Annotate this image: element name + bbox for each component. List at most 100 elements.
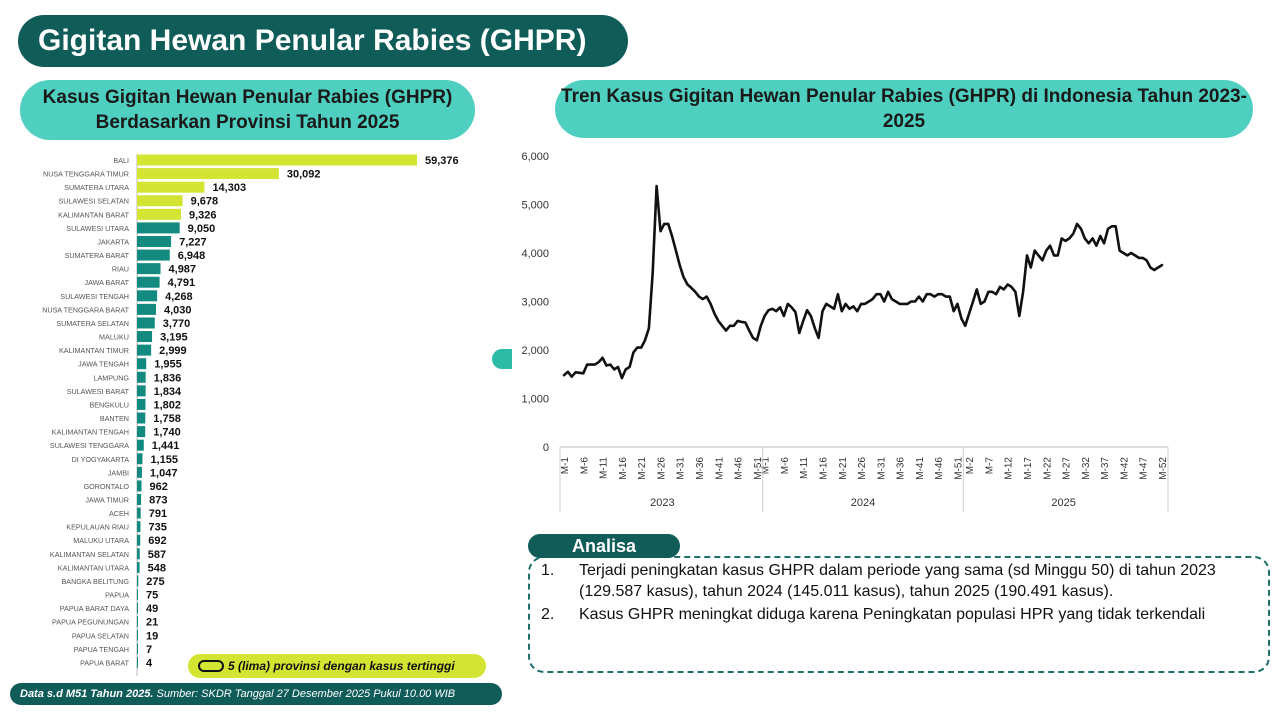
source-note: Data s.d M51 Tahun 2025. Sumber: SKDR Ta… [10, 683, 502, 705]
bar [137, 602, 138, 614]
bar [137, 344, 152, 356]
bar-value-label: 6,948 [178, 250, 206, 262]
bar-value-label: 21 [146, 617, 158, 629]
bar-category-label: PAPUA PEGUNUNGAN [52, 618, 129, 627]
x-tick-label: M-37 [1100, 457, 1111, 480]
bar-value-label: 9,326 [189, 209, 217, 221]
trend-series-line [562, 184, 1164, 380]
x-tick-label: M-41 [915, 457, 926, 480]
analysis-list: 1. Terjadi peningkatan kasus GHPR dalam … [541, 560, 1241, 627]
x-tick-label: M-11 [799, 457, 810, 479]
bar [137, 222, 180, 234]
x-tick-label: M-7 [984, 457, 995, 475]
x-tick-label: M-31 [876, 457, 887, 480]
bar-category-label: SUMATERA UTARA [64, 183, 129, 192]
bar-category-label: BENGKULU [89, 400, 129, 409]
bar [137, 412, 146, 424]
bar [137, 385, 146, 397]
bar [137, 371, 146, 383]
bar-value-label: 2,999 [159, 345, 187, 357]
bar-value-label: 49 [146, 603, 158, 615]
y-tick-label: 3,000 [521, 297, 549, 309]
analysis-item: 2. Kasus GHPR meningkat diduga karena Pe… [541, 604, 1241, 625]
x-tick-label: M-47 [1139, 457, 1150, 480]
bar [137, 317, 155, 329]
bar [137, 154, 417, 166]
bar-value-label: 1,802 [153, 399, 181, 411]
bar [137, 439, 144, 451]
bar-value-label: 3,770 [163, 318, 191, 330]
bar-value-label: 962 [150, 481, 168, 493]
bar [137, 616, 138, 628]
bar-value-label: 4,987 [169, 264, 197, 276]
source-text: Sumber: SKDR Tanggal 27 Desember 2025 Pu… [153, 688, 456, 700]
bar [137, 168, 279, 180]
bar-value-label: 692 [148, 535, 166, 547]
y-tick-label: 2,000 [521, 345, 549, 357]
bar-category-label: GORONTALO [84, 482, 130, 491]
bar-category-label: SUMATERA SELATAN [56, 319, 129, 328]
bar [137, 466, 142, 478]
x-tick-label: M-16 [818, 457, 829, 480]
x-tick-label: M-11 [599, 457, 610, 479]
bar-category-label: ACEH [109, 509, 129, 518]
bar-category-label: MALUKU [99, 333, 129, 342]
x-tick-label: M-26 [857, 457, 868, 480]
y-tick-label: 4,000 [521, 248, 549, 260]
page-title: Gigitan Hewan Penular Rabies (GHPR) [18, 15, 628, 67]
x-tick-label: M-1 [560, 457, 571, 475]
bar [137, 575, 139, 587]
bar-category-label: BALI [113, 156, 129, 165]
legend-label: 5 (lima) provinsi dengan kasus tertinggi [228, 659, 455, 673]
analysis-item-number: 1. [541, 562, 555, 579]
line-chart-title: Tren Kasus Gigitan Hewan Penular Rabies … [555, 80, 1253, 138]
x-tick-label: M-21 [838, 457, 849, 480]
analysis-item-text: Kasus GHPR meningkat diduga karena Penin… [579, 606, 1206, 623]
bar-category-label: SULAWESI SELATAN [58, 197, 129, 206]
bar-category-label: PAPUA [105, 591, 129, 600]
bar [137, 494, 142, 505]
bar [137, 643, 138, 655]
year-label: 2024 [851, 497, 875, 509]
analysis-item: 1. Terjadi peningkatan kasus GHPR dalam … [541, 560, 1241, 602]
y-tick-label: 6,000 [521, 151, 549, 163]
x-tick-label: M-46 [734, 457, 745, 480]
bar [137, 235, 172, 247]
analysis-box [528, 556, 1270, 673]
bar-category-label: KALIMANTAN BARAT [58, 210, 129, 219]
bar-value-label: 1,155 [150, 454, 178, 466]
x-tick-label: M-51 [954, 457, 965, 480]
bar-value-label: 9,678 [191, 196, 219, 208]
bar-category-label: JAMBI [108, 468, 129, 477]
bar-value-label: 59,376 [425, 155, 459, 167]
province-bar-chart: BALI 59,376 NUSA TENGGARA TIMUR 30,092 SUMAT… [42, 154, 459, 677]
bar-value-label: 1,834 [154, 386, 182, 398]
trend-line-chart: 0 1,000 2,000 3,000 4,000 5,000 6,000 M-1 M-6 M-1… [521, 151, 1169, 512]
bar [137, 263, 161, 275]
bar-value-label: 548 [148, 562, 166, 574]
bar-category-label: BANGKA BELITUNG [61, 577, 129, 586]
bar-value-label: 1,836 [154, 372, 182, 384]
bar-category-label: KALIMANTAN TIMUR [59, 346, 129, 355]
bar-category-label: PAPUA TENGAH [74, 645, 129, 654]
y-tick-label: 1,000 [521, 394, 549, 406]
bar-value-label: 75 [146, 590, 158, 602]
x-tick-label: M-6 [780, 457, 791, 475]
x-tick-label: M-22 [1042, 457, 1053, 480]
bar-category-label: NUSA TENGGARA BARAT [42, 305, 129, 314]
bar-category-label: KALIMANTAN UTARA [58, 563, 129, 572]
bar [137, 507, 141, 519]
bar-value-label: 19 [146, 630, 158, 642]
bar [137, 398, 146, 410]
bar-value-label: 587 [148, 549, 166, 561]
bar-category-label: KEPULAUAN RIAU [66, 523, 129, 532]
x-tick-label: M-12 [1004, 457, 1015, 480]
x-tick-label: M-52 [1158, 457, 1169, 480]
bar-value-label: 4,030 [164, 304, 192, 316]
bar-value-label: 3,195 [160, 332, 188, 344]
bar-category-label: DI YOGYAKARTA [72, 455, 130, 464]
bar-value-label: 1,758 [153, 413, 181, 425]
bar-value-label: 1,955 [154, 359, 182, 371]
bar-category-label: JAWA TENGAH [78, 360, 129, 369]
x-tick-label: M-41 [714, 457, 725, 480]
